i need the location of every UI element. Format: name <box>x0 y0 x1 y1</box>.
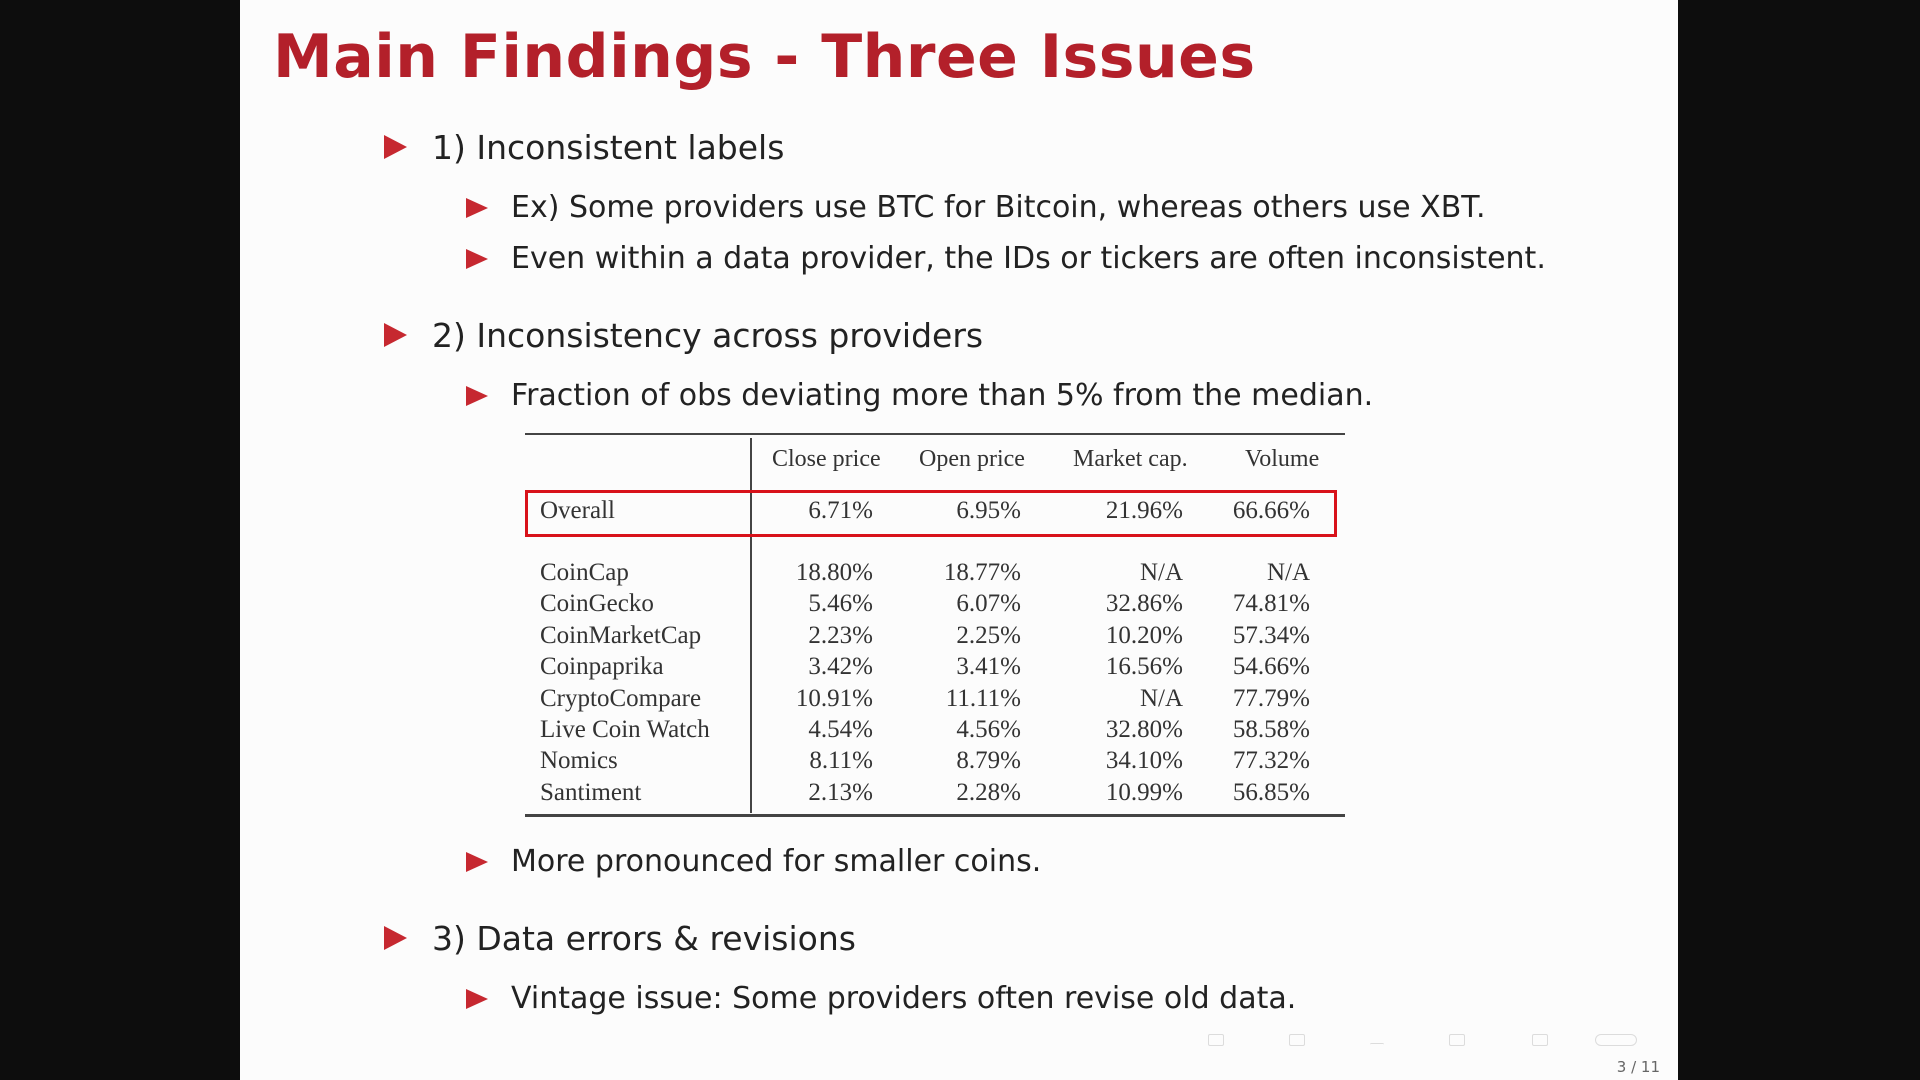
issue-3-heading: 3) Data errors & revisions <box>432 919 856 958</box>
deviation-table: Close price Open price Market cap. Volum… <box>525 433 1345 819</box>
issue-2-heading: 2) Inconsistency across providers <box>432 316 984 355</box>
cell-volume: N/A <box>1266 559 1310 586</box>
cell-volume: 77.79% <box>1232 685 1310 712</box>
slide: Main Findings - Three Issues 1) Inconsis… <box>240 0 1678 1080</box>
bullet-triangle-icon <box>466 249 488 269</box>
cell-market-cap: 16.56% <box>1105 653 1183 680</box>
bullet-triangle-icon <box>466 852 488 872</box>
issue-1-point-2: Even within a data provider, the IDs or … <box>511 241 1546 276</box>
nav-frame-icon[interactable] <box>1208 1034 1224 1046</box>
cell-market-cap: N/A <box>1139 685 1183 712</box>
cell-open-price: 2.25% <box>956 622 1021 649</box>
cell-market-cap: N/A <box>1139 559 1183 586</box>
bullet-triangle-icon <box>384 323 407 347</box>
cell-open-price: 18.77% <box>943 559 1021 586</box>
row-label: CoinMarketCap <box>540 622 702 649</box>
overall-open-price: 6.95% <box>956 497 1021 524</box>
overall-highlight-box <box>525 490 1337 537</box>
cell-close-price: 18.80% <box>795 559 873 586</box>
cell-market-cap: 10.99% <box>1105 779 1183 806</box>
cell-close-price: 10.91% <box>795 685 873 712</box>
page-number: 3 / 11 <box>1616 1058 1660 1076</box>
col-header-market-cap: Market cap. <box>1073 446 1188 472</box>
bullet-triangle-icon <box>466 198 488 218</box>
bullet-triangle-icon <box>384 135 407 159</box>
cell-volume: 77.32% <box>1232 747 1310 774</box>
row-label: Nomics <box>540 747 618 774</box>
cell-open-price: 6.07% <box>956 590 1021 617</box>
bullet-triangle-icon <box>466 989 488 1009</box>
cell-close-price: 2.13% <box>808 779 873 806</box>
row-label: CoinGecko <box>540 590 654 617</box>
overall-volume: 66.66% <box>1232 497 1310 524</box>
cell-volume: 58.58% <box>1232 716 1310 743</box>
bullet-triangle-icon <box>384 926 407 950</box>
cell-market-cap: 32.86% <box>1105 590 1183 617</box>
cell-open-price: 8.79% <box>956 747 1021 774</box>
issue-1-heading: 1) Inconsistent labels <box>432 128 785 167</box>
cell-close-price: 2.23% <box>808 622 873 649</box>
row-label: Santiment <box>540 779 642 806</box>
slide-footer: 3 / 11 <box>240 1030 1678 1080</box>
row-label: CryptoCompare <box>540 685 702 712</box>
cell-close-price: 3.42% <box>808 653 873 680</box>
cell-open-price: 11.11% <box>945 685 1021 712</box>
nav-subsection-icon[interactable] <box>1289 1034 1305 1046</box>
table-bottom-rule <box>525 814 1345 817</box>
bullet-triangle-icon <box>466 386 488 406</box>
row-label: Coinpaprika <box>540 653 664 680</box>
cell-open-price: 3.41% <box>956 653 1021 680</box>
issue-3-point-1: Vintage issue: Some providers often revi… <box>511 981 1297 1016</box>
cell-open-price: 4.56% <box>956 716 1021 743</box>
cell-close-price: 8.11% <box>809 747 873 774</box>
nav-presentation-icon[interactable] <box>1449 1034 1465 1046</box>
overall-market-cap: 21.96% <box>1105 497 1183 524</box>
table-top-rule <box>525 433 1345 435</box>
issue-2-point-2: More pronounced for smaller coins. <box>511 844 1042 879</box>
cell-volume: 57.34% <box>1232 622 1310 649</box>
overall-close-price: 6.71% <box>808 497 873 524</box>
cell-market-cap: 32.80% <box>1105 716 1183 743</box>
cell-market-cap: 34.10% <box>1105 747 1183 774</box>
cell-volume: 74.81% <box>1232 590 1310 617</box>
row-label: CoinCap <box>540 559 629 586</box>
nav-section-icon[interactable] <box>1370 1043 1384 1046</box>
cell-close-price: 4.54% <box>808 716 873 743</box>
table-column-divider <box>750 438 752 813</box>
issue-2-point-1: Fraction of obs deviating more than 5% f… <box>511 378 1374 413</box>
row-label-overall: Overall <box>540 497 615 524</box>
col-header-close-price: Close price <box>772 446 881 472</box>
cell-market-cap: 10.20% <box>1105 622 1183 649</box>
cell-volume: 54.66% <box>1232 653 1310 680</box>
cell-volume: 56.85% <box>1232 779 1310 806</box>
col-header-open-price: Open price <box>919 446 1025 472</box>
col-header-volume: Volume <box>1245 446 1320 472</box>
cell-close-price: 5.46% <box>808 590 873 617</box>
slide-title: Main Findings - Three Issues <box>273 22 1256 92</box>
cell-open-price: 2.28% <box>956 779 1021 806</box>
nav-appendix-icon[interactable] <box>1532 1034 1548 1046</box>
row-label: Live Coin Watch <box>540 716 710 743</box>
nav-back-search-forward-icon[interactable] <box>1595 1034 1637 1046</box>
issue-1-point-1: Ex) Some providers use BTC for Bitcoin, … <box>511 190 1486 225</box>
